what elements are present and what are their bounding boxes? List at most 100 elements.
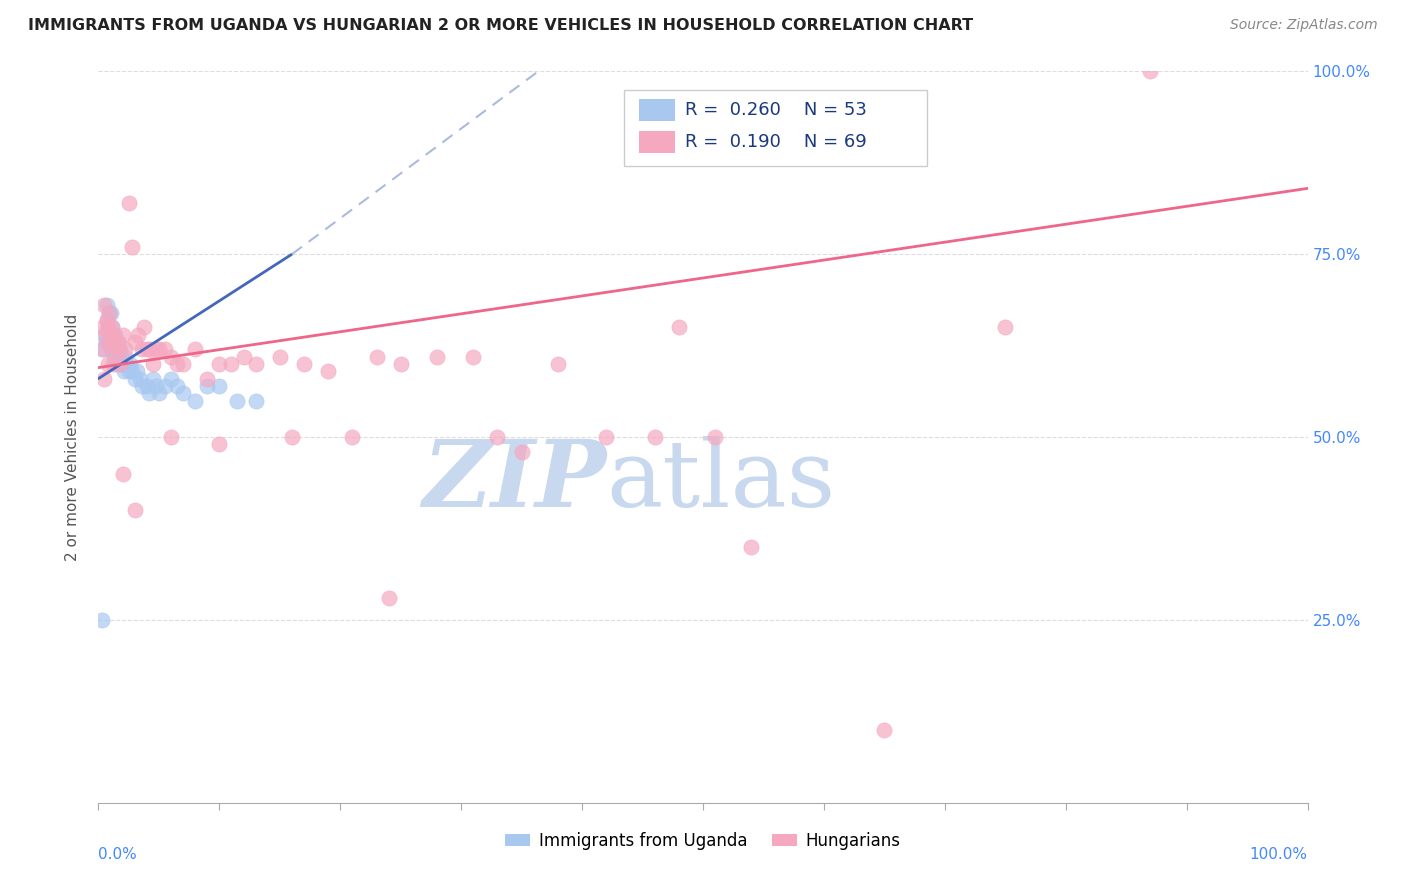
Point — [93, 371, 115, 385]
Text: 100.0%: 100.0% — [1250, 847, 1308, 862]
Point — [160, 350, 183, 364]
Point — [93, 327, 115, 342]
Point — [644, 430, 666, 444]
Point — [704, 430, 727, 444]
Point — [105, 357, 128, 371]
Text: R =  0.190    N = 69: R = 0.190 N = 69 — [685, 133, 866, 152]
Point — [100, 343, 122, 357]
Point — [108, 350, 131, 364]
Point — [114, 343, 136, 357]
Point — [121, 240, 143, 254]
Point — [101, 357, 124, 371]
Point — [97, 320, 120, 334]
Point — [208, 379, 231, 393]
Point — [111, 357, 134, 371]
Point — [208, 437, 231, 451]
Point — [994, 320, 1017, 334]
Point — [131, 379, 153, 393]
FancyBboxPatch shape — [638, 131, 675, 153]
Point — [128, 371, 150, 385]
Point — [124, 503, 146, 517]
Point — [108, 357, 131, 371]
Point — [118, 364, 141, 378]
Point — [103, 350, 125, 364]
Point — [112, 364, 135, 378]
Point — [135, 343, 157, 357]
Point — [142, 371, 165, 385]
Point — [91, 343, 114, 357]
Point — [160, 430, 183, 444]
Point — [463, 350, 485, 364]
Point — [153, 343, 176, 357]
FancyBboxPatch shape — [638, 99, 675, 121]
Point — [107, 334, 129, 349]
Point — [145, 343, 167, 357]
Point — [103, 334, 125, 349]
Point — [114, 350, 136, 364]
Point — [166, 379, 188, 393]
Point — [96, 313, 118, 327]
Text: atlas: atlas — [606, 436, 835, 526]
Point — [93, 298, 115, 312]
Point — [292, 357, 315, 371]
Point — [127, 364, 149, 378]
Point — [100, 334, 122, 349]
Point — [115, 357, 138, 371]
Point — [740, 540, 762, 554]
Point — [100, 327, 122, 342]
Point — [97, 357, 120, 371]
Point — [153, 379, 176, 393]
Point — [127, 327, 149, 342]
Point — [184, 343, 207, 357]
Point — [377, 591, 399, 605]
Point — [131, 343, 153, 357]
Point — [100, 306, 122, 320]
Point — [134, 320, 156, 334]
Point — [91, 343, 114, 357]
Point — [103, 327, 125, 342]
Point — [118, 357, 141, 371]
Point — [135, 379, 157, 393]
Point — [96, 313, 118, 327]
Y-axis label: 2 or more Vehicles in Household: 2 or more Vehicles in Household — [65, 313, 80, 561]
Point — [148, 343, 170, 357]
Point — [100, 343, 122, 357]
Point — [105, 343, 128, 357]
Point — [208, 357, 231, 371]
Point — [184, 393, 207, 408]
Point — [101, 334, 124, 349]
Point — [195, 371, 218, 385]
Point — [138, 386, 160, 401]
Point — [100, 320, 122, 334]
Point — [486, 430, 509, 444]
Point — [510, 444, 533, 458]
Point — [160, 371, 183, 385]
Point — [172, 386, 194, 401]
Point — [342, 430, 364, 444]
Text: IMMIGRANTS FROM UGANDA VS HUNGARIAN 2 OR MORE VEHICLES IN HOUSEHOLD CORRELATION : IMMIGRANTS FROM UGANDA VS HUNGARIAN 2 OR… — [28, 18, 973, 33]
Point — [668, 320, 690, 334]
Point — [1139, 64, 1161, 78]
Point — [124, 334, 146, 349]
Point — [172, 357, 194, 371]
Point — [94, 327, 117, 342]
Point — [547, 357, 569, 371]
Point — [108, 357, 131, 371]
Point — [110, 350, 132, 364]
Point — [148, 386, 170, 401]
Point — [426, 350, 449, 364]
Text: 0.0%: 0.0% — [98, 847, 138, 862]
Point — [281, 430, 304, 444]
Point — [221, 357, 243, 371]
Point — [108, 343, 131, 357]
Point — [91, 613, 114, 627]
Point — [104, 343, 127, 357]
Legend: Immigrants from Uganda, Hungarians: Immigrants from Uganda, Hungarians — [499, 825, 907, 856]
Point — [100, 320, 122, 334]
Point — [269, 350, 291, 364]
Point — [195, 379, 218, 393]
Point — [111, 467, 134, 481]
Point — [245, 357, 267, 371]
Point — [98, 334, 121, 349]
Point — [105, 343, 128, 357]
